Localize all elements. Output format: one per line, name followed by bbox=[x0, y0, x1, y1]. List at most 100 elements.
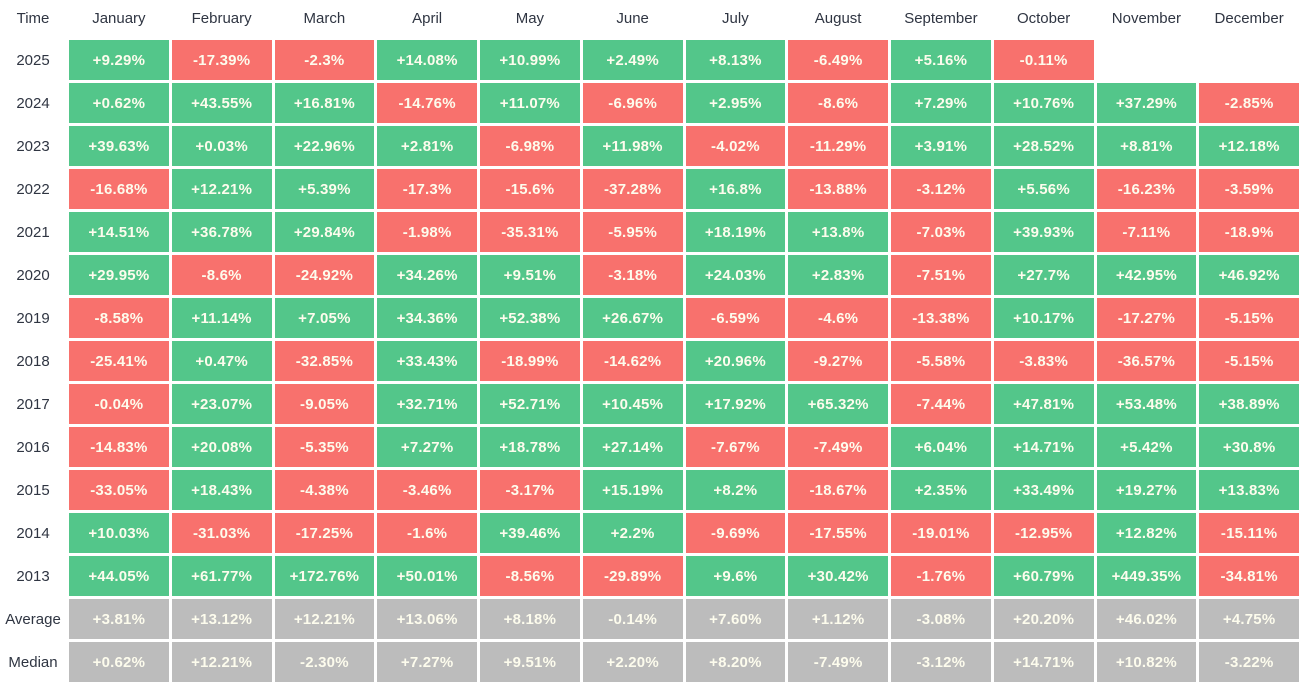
return-cell-2015-february: +18.43% bbox=[171, 470, 272, 510]
return-cell-2022-october: +5.56% bbox=[993, 169, 1094, 209]
return-cell-average-june: -0.14% bbox=[582, 599, 683, 639]
return-cell-2015-september: +2.35% bbox=[891, 470, 991, 510]
month-header-may: May bbox=[515, 10, 545, 27]
row-label-year-2019: 2019 bbox=[16, 309, 50, 327]
return-cell-2013-february: +61.77% bbox=[171, 556, 272, 596]
return-cell-2023-february: +0.03% bbox=[171, 126, 272, 166]
return-cell-2013-march: +172.76% bbox=[274, 556, 375, 596]
return-cell-average-october: +20.20% bbox=[993, 599, 1094, 639]
return-cell-2013-july: +9.6% bbox=[685, 556, 786, 596]
return-cell-2015-march: -4.38% bbox=[274, 470, 375, 510]
return-cell-2022-november: -16.23% bbox=[1096, 169, 1197, 209]
return-cell-2022-march: +5.39% bbox=[274, 169, 375, 209]
return-cell-2014-december: -15.11% bbox=[1199, 513, 1299, 553]
return-cell-2014-august: -17.55% bbox=[788, 513, 888, 553]
return-cell-2024-april: -14.76% bbox=[377, 83, 477, 123]
return-cell-2018-january: -25.41% bbox=[69, 341, 169, 381]
return-cell-2015-january: -33.05% bbox=[69, 470, 169, 510]
return-cell-2024-may: +11.07% bbox=[480, 83, 580, 123]
return-cell-2022-february: +12.21% bbox=[171, 169, 272, 209]
return-cell-2021-march: +29.84% bbox=[274, 212, 375, 252]
return-cell-2016-august: -7.49% bbox=[788, 427, 888, 467]
return-cell-2016-december: +30.8% bbox=[1199, 427, 1299, 467]
return-cell-2014-september: -19.01% bbox=[891, 513, 991, 553]
row-label-year-2021: 2021 bbox=[16, 223, 50, 241]
return-cell-2019-november: -17.27% bbox=[1096, 298, 1197, 338]
return-cell-2021-may: -35.31% bbox=[480, 212, 580, 252]
return-cell-2014-june: +2.2% bbox=[582, 513, 683, 553]
return-cell-average-may: +8.18% bbox=[480, 599, 580, 639]
return-cell-2019-june: +26.67% bbox=[582, 298, 683, 338]
return-cell-2014-november: +12.82% bbox=[1096, 513, 1197, 553]
return-cell-2022-january: -16.68% bbox=[69, 169, 169, 209]
return-cell-2021-january: +14.51% bbox=[69, 212, 169, 252]
return-cell-2015-august: -18.67% bbox=[788, 470, 888, 510]
return-cell-2023-june: +11.98% bbox=[582, 126, 683, 166]
return-cell-2025-august: -6.49% bbox=[788, 40, 888, 80]
return-cell-2023-may: -6.98% bbox=[480, 126, 580, 166]
return-cell-2025-september: +5.16% bbox=[891, 40, 991, 80]
return-cell-2023-december: +12.18% bbox=[1199, 126, 1299, 166]
return-cell-2020-march: -24.92% bbox=[274, 255, 375, 295]
return-cell-median-january: +0.62% bbox=[69, 642, 169, 682]
return-cell-2025-june: +2.49% bbox=[582, 40, 683, 80]
return-cell-2023-september: +3.91% bbox=[891, 126, 991, 166]
return-cell-2022-december: -3.59% bbox=[1199, 169, 1299, 209]
return-cell-2025-march: -2.3% bbox=[274, 40, 375, 80]
return-cell-2015-june: +15.19% bbox=[582, 470, 683, 510]
return-cell-2019-september: -13.38% bbox=[891, 298, 991, 338]
return-cell-2024-january: +0.62% bbox=[69, 83, 169, 123]
return-cell-2019-october: +10.17% bbox=[993, 298, 1094, 338]
row-label-year-2025: 2025 bbox=[16, 51, 50, 69]
return-cell-2015-april: -3.46% bbox=[377, 470, 477, 510]
return-cell-2023-august: -11.29% bbox=[788, 126, 888, 166]
row-label-average: Average bbox=[5, 610, 61, 628]
return-cell-2016-september: +6.04% bbox=[891, 427, 991, 467]
return-cell-2019-march: +7.05% bbox=[274, 298, 375, 338]
row-label-year-2013: 2013 bbox=[16, 567, 50, 585]
return-cell-average-january: +3.81% bbox=[69, 599, 169, 639]
return-cell-2022-july: +16.8% bbox=[685, 169, 786, 209]
return-cell-2017-september: -7.44% bbox=[891, 384, 991, 424]
row-label-year-2017: 2017 bbox=[16, 395, 50, 413]
return-cell-2017-august: +65.32% bbox=[788, 384, 888, 424]
return-cell-2017-june: +10.45% bbox=[582, 384, 683, 424]
return-cell-2017-october: +47.81% bbox=[993, 384, 1094, 424]
return-cell-2017-may: +52.71% bbox=[480, 384, 580, 424]
month-header-november: November bbox=[1111, 10, 1181, 27]
return-cell-2024-march: +16.81% bbox=[274, 83, 375, 123]
return-cell-2020-september: -7.51% bbox=[891, 255, 991, 295]
return-cell-2024-february: +43.55% bbox=[171, 83, 272, 123]
return-cell-2025-february: -17.39% bbox=[171, 40, 272, 80]
return-cell-2025-december bbox=[1199, 40, 1299, 80]
return-cell-2023-january: +39.63% bbox=[69, 126, 169, 166]
return-cell-2025-november bbox=[1097, 40, 1197, 80]
return-cell-2014-january: +10.03% bbox=[69, 513, 169, 553]
return-cell-2020-october: +27.7% bbox=[993, 255, 1094, 295]
return-cell-average-april: +13.06% bbox=[377, 599, 477, 639]
return-cell-2019-may: +52.38% bbox=[480, 298, 580, 338]
return-cell-2021-july: +18.19% bbox=[685, 212, 786, 252]
return-cell-median-june: +2.20% bbox=[582, 642, 683, 682]
return-cell-2024-october: +10.76% bbox=[993, 83, 1094, 123]
return-cell-median-april: +7.27% bbox=[377, 642, 477, 682]
return-cell-2018-december: -5.15% bbox=[1199, 341, 1299, 381]
return-cell-2021-december: -18.9% bbox=[1199, 212, 1299, 252]
return-cell-median-march: -2.30% bbox=[274, 642, 375, 682]
return-cell-2013-september: -1.76% bbox=[891, 556, 991, 596]
return-cell-2018-march: -32.85% bbox=[274, 341, 375, 381]
return-cell-2015-october: +33.49% bbox=[993, 470, 1094, 510]
return-cell-2016-april: +7.27% bbox=[377, 427, 477, 467]
return-cell-2021-august: +13.8% bbox=[788, 212, 888, 252]
return-cell-2017-january: -0.04% bbox=[69, 384, 169, 424]
row-label-year-2014: 2014 bbox=[16, 524, 50, 542]
return-cell-2017-february: +23.07% bbox=[171, 384, 272, 424]
return-cell-2015-december: +13.83% bbox=[1199, 470, 1299, 510]
return-cell-2014-may: +39.46% bbox=[480, 513, 580, 553]
return-cell-2020-june: -3.18% bbox=[582, 255, 683, 295]
month-header-january: January bbox=[92, 10, 146, 27]
return-cell-2019-august: -4.6% bbox=[788, 298, 888, 338]
return-cell-2014-july: -9.69% bbox=[685, 513, 786, 553]
return-cell-2024-august: -8.6% bbox=[788, 83, 888, 123]
return-cell-2020-may: +9.51% bbox=[480, 255, 580, 295]
